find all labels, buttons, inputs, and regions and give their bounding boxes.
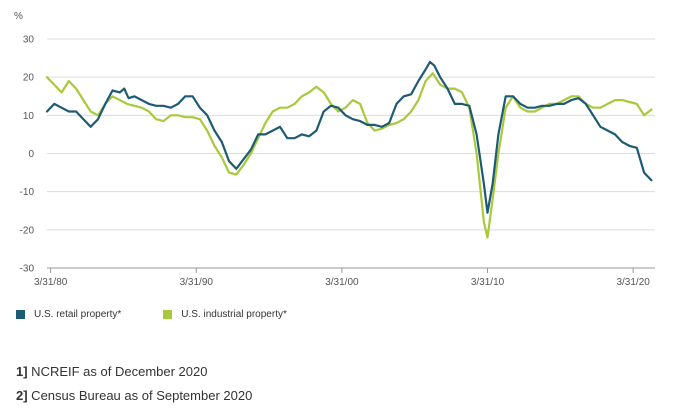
y-tick-label: 20 xyxy=(23,73,35,84)
legend: U.S. retail property* U.S. industrial pr… xyxy=(16,309,329,320)
x-tick-label: 3/31/20 xyxy=(616,277,650,288)
footnotes: 1] NCREIF as of December 2020 2] Census … xyxy=(16,360,252,408)
y-tick-label: -20 xyxy=(20,225,35,236)
series-line-retail xyxy=(45,60,653,214)
y-tick-labels: 30 20 10 0 -10 -20 -30 xyxy=(20,35,35,275)
footnote-1: 1] NCREIF as of December 2020 xyxy=(16,360,252,384)
x-tick-label: 3/31/10 xyxy=(471,277,505,288)
series-lines xyxy=(45,60,653,239)
legend-item-retail: U.S. retail property* xyxy=(16,309,121,320)
legend-item-industrial: U.S. industrial property* xyxy=(163,309,287,320)
legend-label-retail: U.S. retail property* xyxy=(34,309,122,320)
legend-swatch-retail xyxy=(16,310,25,319)
y-axis-unit-label: % xyxy=(14,11,23,22)
y-tick-label: -10 xyxy=(20,187,35,198)
series-line-industrial xyxy=(45,72,653,239)
footnote-text: Census Bureau as of September 2020 xyxy=(27,388,253,403)
footnote-number: 2] xyxy=(16,388,28,403)
footnote-2: 2] Census Bureau as of September 2020 xyxy=(16,384,252,408)
gridlines xyxy=(47,38,655,269)
y-tick-label: 30 xyxy=(23,35,35,46)
x-tick-label: 3/31/80 xyxy=(34,277,68,288)
x-axis: 3/31/80 3/31/90 3/31/00 3/31/10 3/31/20 xyxy=(34,268,650,288)
footnote-text: NCREIF as of December 2020 xyxy=(27,364,208,379)
y-tick-label: 10 xyxy=(23,111,35,122)
legend-swatch-industrial xyxy=(163,310,173,319)
x-tick-label: 3/31/00 xyxy=(325,277,359,288)
legend-label-industrial: U.S. industrial property* xyxy=(181,309,287,320)
x-tick-label: 3/31/90 xyxy=(180,277,214,288)
y-tick-label: 0 xyxy=(28,149,34,160)
y-tick-label: -30 xyxy=(20,264,35,275)
footnote-number: 1] xyxy=(16,364,28,379)
